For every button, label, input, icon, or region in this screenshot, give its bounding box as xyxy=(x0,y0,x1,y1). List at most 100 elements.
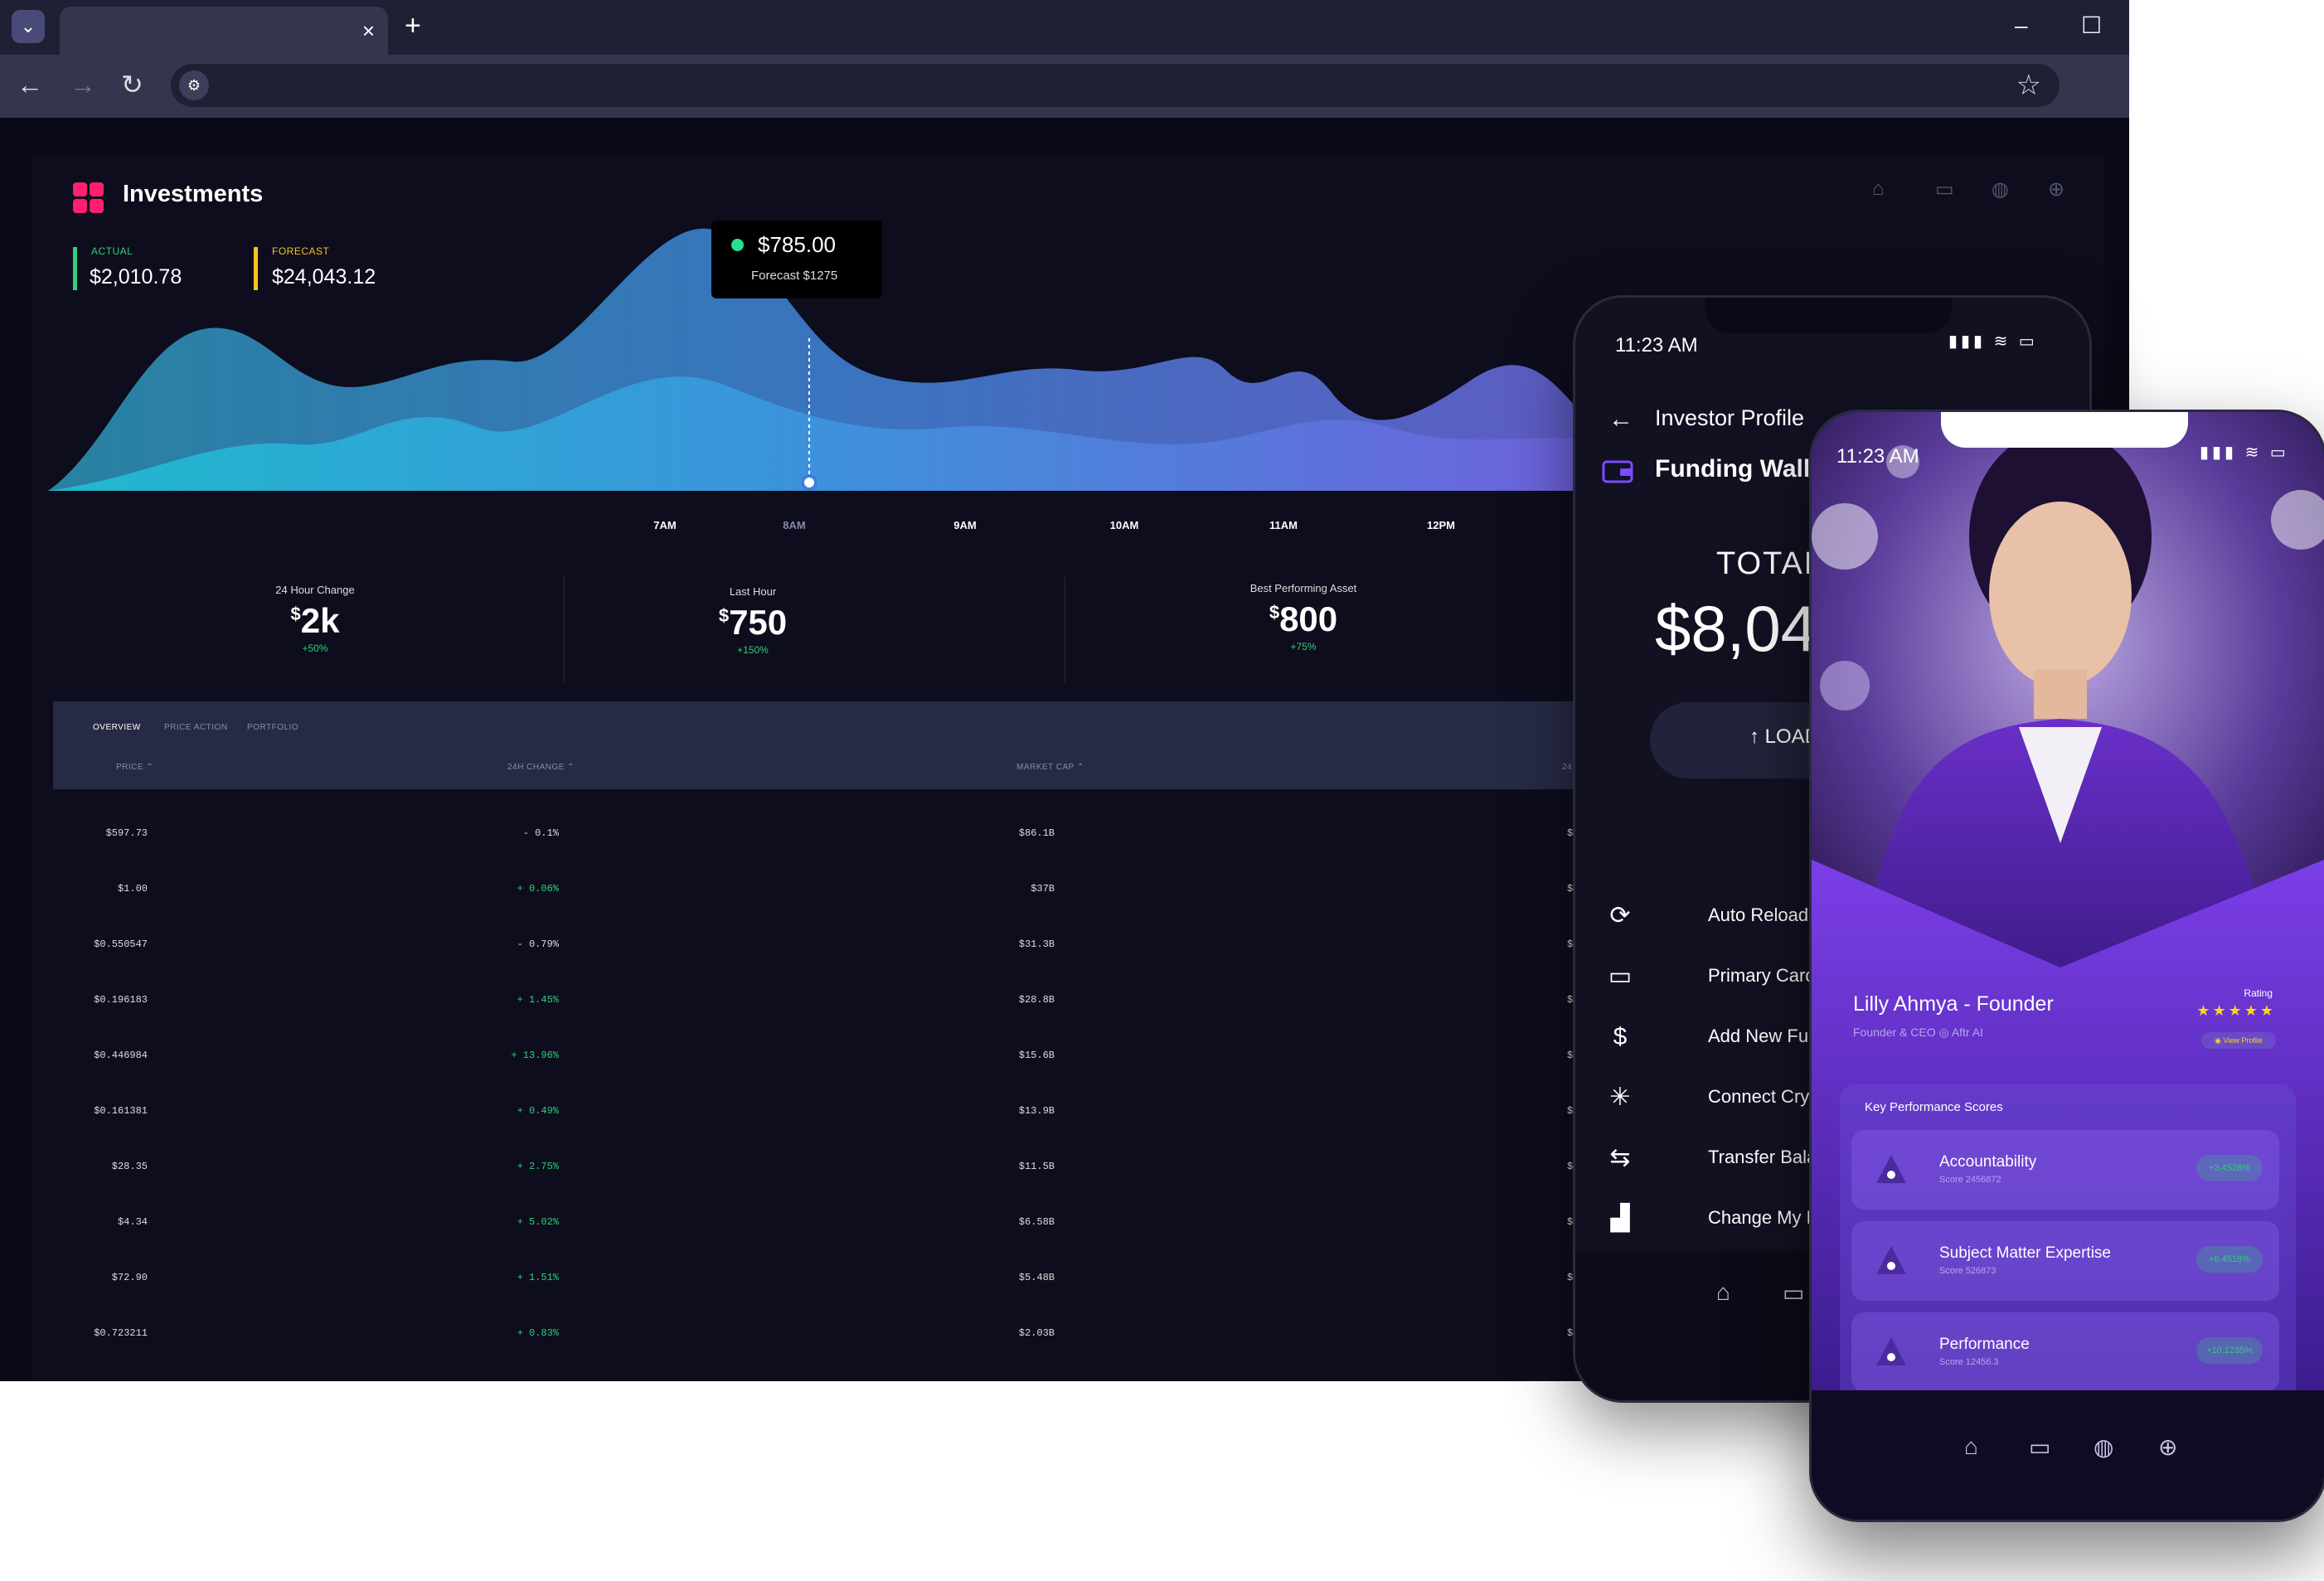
logo-icon xyxy=(73,182,104,214)
kpi-divider xyxy=(564,577,565,683)
actual-label: ACTUAL xyxy=(91,245,133,257)
tab-close-icon[interactable]: × xyxy=(361,18,375,43)
cell-24h-change: + 0.06% xyxy=(517,883,559,895)
forward-button[interactable]: → xyxy=(70,70,96,99)
tab-price-action[interactable]: PRICE ACTION xyxy=(164,723,228,732)
col-24h-change[interactable]: 24H CHANGE ⌃ xyxy=(507,763,575,772)
forecast-value: $24,043.12 xyxy=(272,265,376,289)
wallet-icon[interactable]: ▭ xyxy=(1935,178,1954,201)
home-icon[interactable]: ⌂ xyxy=(1872,177,1885,200)
forecast-label: FORECAST xyxy=(272,245,330,257)
funding-wallet-heading: Funding Wall xyxy=(1655,455,1811,483)
kpi-change: +150% xyxy=(737,644,769,656)
new-tab-button[interactable]: + xyxy=(405,10,421,41)
wallet-icon[interactable]: ▭ xyxy=(2029,1434,2051,1460)
cell-market-cap: $2.03B xyxy=(1018,1327,1055,1339)
x-tick-8am: 8AM xyxy=(783,519,806,531)
menu-item-icon: ⟳ xyxy=(1609,902,1631,929)
cell-24h-change: + 2.75% xyxy=(517,1161,559,1172)
menu-item[interactable]: ▭ Primary Card xyxy=(1602,952,2083,1001)
dashboard-title: Investments xyxy=(123,181,264,207)
menu-item-icon: ▟ xyxy=(1610,1205,1630,1232)
tab-search-button[interactable]: ⌄ xyxy=(12,10,45,43)
cell-24h-change: + 1.45% xyxy=(517,994,559,1006)
kps-name: Accountability xyxy=(1939,1153,2037,1171)
tooltip-forecast: Forecast $1275 xyxy=(751,269,838,283)
menu-item-icon: ✳ xyxy=(1609,1084,1631,1111)
col-market-cap[interactable]: MARKET CAP ⌃ xyxy=(1016,763,1084,772)
cell-price: $1.00 xyxy=(117,883,148,895)
kps-change-chip: +6.4518% xyxy=(2196,1246,2263,1273)
phone-investor-profile: 11:23 AM ▮▮▮ ≋ ▭ Lilly Ahmya - Founder F… xyxy=(1809,410,2324,1522)
actual-indicator xyxy=(73,247,77,290)
menu-item[interactable]: ▟ Change My Pos xyxy=(1602,1194,2083,1244)
tooltip-point xyxy=(801,474,818,491)
kps-score: Score 12456.3 xyxy=(1939,1357,1999,1367)
kpi-value: $800 xyxy=(1269,599,1338,638)
site-settings-icon[interactable]: ⚙ xyxy=(179,70,209,100)
kps-name: Subject Matter Expertise xyxy=(1939,1244,2111,1262)
kpi-label: 24 Hour Change xyxy=(275,584,355,596)
total-value: $8,04 xyxy=(1655,592,1817,665)
cell-market-cap: $31.3B xyxy=(1018,938,1055,950)
cell-market-cap: $11.5B xyxy=(1018,1161,1055,1172)
founder-name: Lilly Ahmya - Founder xyxy=(1853,992,2054,1016)
back-arrow-icon[interactable]: ← xyxy=(1608,405,1633,433)
maximize-button[interactable]: ☐ xyxy=(2081,12,2103,38)
savings-icon[interactable]: ◍ xyxy=(1992,178,2009,201)
browser-tab[interactable]: × xyxy=(60,7,388,55)
kps-name: Performance xyxy=(1939,1336,2030,1353)
kps-change-chip: +10.1235% xyxy=(2196,1337,2263,1364)
kps-item[interactable]: Performance Score 12456.3 +10.1235% xyxy=(1851,1312,2279,1392)
tab-bar: ⌄ × + – ☐ xyxy=(0,0,2129,55)
tab-overview[interactable]: OVERVIEW xyxy=(93,723,141,732)
add-icon[interactable]: ⊕ xyxy=(2158,1434,2178,1460)
forecast-indicator xyxy=(254,247,258,290)
phone-notch xyxy=(1705,298,1952,333)
founder-role: Founder & CEO ◎ Aftr AI xyxy=(1853,1026,1983,1039)
tab-portfolio[interactable]: PORTFOLIO xyxy=(247,723,299,732)
kpi-value: $750 xyxy=(718,603,788,642)
home-icon[interactable]: ⌂ xyxy=(1964,1433,1978,1459)
menu-item-label: Primary Card xyxy=(1708,965,1816,986)
x-tick-10am: 10AM xyxy=(1109,519,1139,531)
kps-change-chip: +3.4528% xyxy=(2196,1155,2263,1181)
cell-price: $597.73 xyxy=(105,827,148,839)
cell-price: $0.550547 xyxy=(94,938,148,950)
table-row[interactable]: $0.723211+ 0.83%$2.03B$236M xyxy=(53,1309,2104,1364)
rating-stars: ★★★★★ xyxy=(2196,1002,2276,1019)
kps-item[interactable]: Subject Matter Expertise Score 526873 +6.4… xyxy=(1851,1221,2279,1301)
kps-score: Score 526873 xyxy=(1939,1266,1997,1276)
kpi-change: +50% xyxy=(302,643,328,654)
col-price[interactable]: PRICE ⌃ xyxy=(116,763,154,772)
tooltip-dot xyxy=(731,239,744,251)
cell-24h-change: + 1.51% xyxy=(517,1272,559,1283)
wallet-icon[interactable]: ▭ xyxy=(1783,1280,1805,1306)
back-button[interactable]: ← xyxy=(17,70,43,99)
add-icon[interactable]: ⊕ xyxy=(2048,178,2065,201)
actual-value: $2,010.78 xyxy=(90,265,182,289)
home-icon[interactable]: ⌂ xyxy=(1716,1279,1730,1305)
chart-tooltip: $785.00 Forecast $1275 xyxy=(711,221,882,298)
x-tick-11am: 11AM xyxy=(1269,519,1298,531)
minimize-button[interactable]: – xyxy=(2015,12,2028,38)
wallet-icon xyxy=(1602,460,1633,483)
cell-market-cap: $6.58B xyxy=(1018,1216,1055,1228)
kpi-best-asset: Best Performing Asset $800 +75% xyxy=(1187,582,1419,652)
menu-item-icon: ▭ xyxy=(1608,963,1633,990)
bookmark-star-icon[interactable]: ☆ xyxy=(2016,70,2041,101)
cell-market-cap: $15.6B xyxy=(1018,1050,1055,1061)
x-tick-7am: 7AM xyxy=(653,519,677,531)
reload-button[interactable]: ↻ xyxy=(121,70,143,99)
cell-24h-change: + 0.83% xyxy=(517,1327,559,1339)
status-time: 11:23 AM xyxy=(1615,334,1698,356)
kps-item[interactable]: Accountability Score 2456872 +3.4528% xyxy=(1851,1130,2279,1210)
status-icons: ▮▮▮ ≋ ▭ xyxy=(1948,332,2038,351)
cell-24h-change: + 13.96% xyxy=(511,1050,559,1061)
rating-label: Rating xyxy=(2244,987,2273,999)
view-profile-button[interactable]: ◉ View Profile xyxy=(2201,1032,2276,1049)
cell-market-cap: $13.9B xyxy=(1018,1105,1055,1117)
savings-icon[interactable]: ◍ xyxy=(2094,1434,2114,1460)
address-input[interactable]: ⚙ ☆ xyxy=(171,64,2060,107)
actual-area xyxy=(48,376,1623,491)
